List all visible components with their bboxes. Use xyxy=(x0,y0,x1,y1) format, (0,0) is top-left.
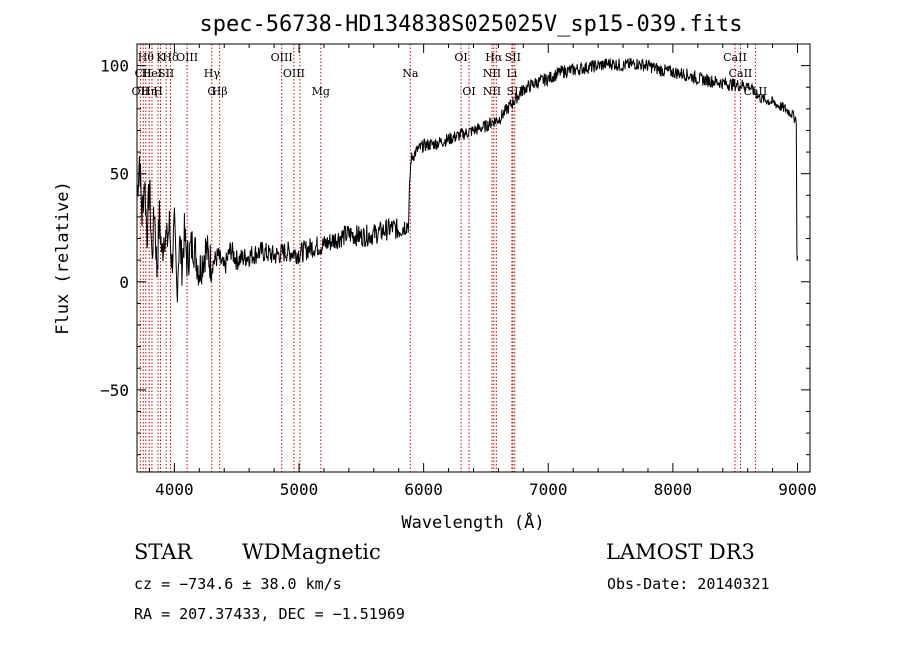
x-axis: 4000 5000 6000 7000 8000 9000 xyxy=(148,44,817,499)
line-label-12-0: OIII xyxy=(271,51,293,64)
y-tick-label-0: −50 xyxy=(100,381,129,400)
sky-coordinates: RA = 207.37433, DEC = −1.51969 xyxy=(134,605,405,623)
line-label-6-0: K xyxy=(156,51,165,64)
line-label-13-0: OIII xyxy=(283,67,305,80)
line-label-2-0: Hθ xyxy=(138,51,155,64)
x-tick-label-5000: 5000 xyxy=(280,480,319,499)
y-axis: −50 0 50 100 xyxy=(100,57,810,456)
line-label-19-1: NII xyxy=(483,85,501,98)
survey-name: LAMOST DR3 xyxy=(606,540,755,564)
line-label-10-0: Hγ xyxy=(204,67,221,80)
line-label-16-0: Na xyxy=(402,67,419,80)
line-label-7-0: SII xyxy=(158,67,174,80)
line-label-26-0: CaII xyxy=(729,67,753,80)
line-label-0-0: OII xyxy=(132,85,150,98)
plot-frame xyxy=(136,43,811,473)
line-label-20-0: Hα xyxy=(485,51,503,64)
observation-date: Obs-Date: 20140321 xyxy=(607,575,770,593)
line-label-15-0: Mg xyxy=(312,85,330,98)
object-subclass: WDMagnetic xyxy=(242,540,381,564)
line-label-1-0: CII xyxy=(135,67,152,80)
x-tick-label-8000: 8000 xyxy=(654,480,693,499)
y-tick-label-1: 0 xyxy=(119,273,129,292)
line-label-3-0: Hη xyxy=(141,85,157,98)
y-tick-label-3: 100 xyxy=(100,57,129,76)
y-tick-label-2: 50 xyxy=(110,165,129,184)
line-label-4-0: HeI xyxy=(142,67,162,80)
line-label-8-0: Hδ xyxy=(162,51,179,64)
line-label-22-0: Li xyxy=(506,67,517,80)
line-label-17-0: OI xyxy=(454,51,467,64)
object-type: STAR xyxy=(134,540,193,564)
line-label-5-0: H xyxy=(153,85,163,98)
y-axis-label: Flux (relative) xyxy=(53,181,73,335)
line-label-18-0: OI xyxy=(462,85,475,98)
chart-title: spec-56738-HD134838S025025V_sp15-039.fit… xyxy=(199,12,742,37)
spectral-line-markers xyxy=(139,44,756,472)
x-tick-label-4000: 4000 xyxy=(155,480,194,499)
x-tick-label-7000: 7000 xyxy=(529,480,568,499)
line-label-25-0: CaII xyxy=(723,51,747,64)
line-label-10-1: G xyxy=(207,85,216,98)
redshift-value: cz = −734.6 ± 38.0 km/s xyxy=(134,575,342,593)
x-tick-label-9000: 9000 xyxy=(778,480,817,499)
spectrum-series xyxy=(136,58,798,303)
line-label-24-0: SII xyxy=(507,85,523,98)
x-axis-label: Wavelength (Å) xyxy=(401,511,544,533)
line-label-11-0: Hβ xyxy=(212,85,228,98)
line-label-19-0: NII xyxy=(483,67,501,80)
x-tick-label-6000: 6000 xyxy=(404,480,443,499)
line-label-23-0: SII xyxy=(505,51,521,64)
spectrum-line xyxy=(136,58,798,303)
spectral-line-labels: OIICIIHθHηHeIHKSIIHδOIIIHγGHβOIIIOIIIMgN… xyxy=(132,51,768,98)
line-label-9-0: OIII xyxy=(176,51,198,64)
